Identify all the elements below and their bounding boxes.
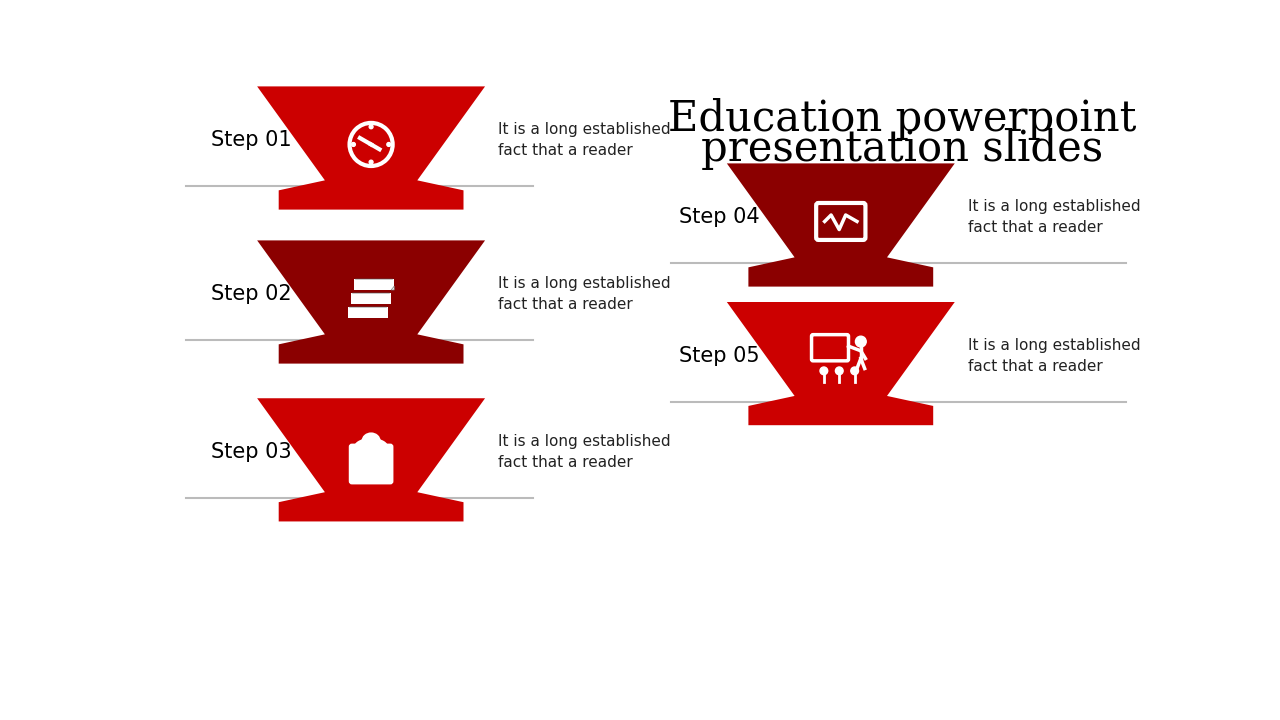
Text: It is a long established
fact that a reader: It is a long established fact that a rea… [968,338,1140,374]
Polygon shape [257,86,485,210]
Text: It is a long established
fact that a reader: It is a long established fact that a rea… [968,199,1140,235]
Polygon shape [257,398,485,521]
Text: It is a long established
fact that a reader: It is a long established fact that a rea… [498,122,671,158]
Circle shape [369,125,372,129]
Circle shape [855,336,867,347]
Polygon shape [257,240,485,364]
Text: Step 02: Step 02 [211,284,292,305]
Circle shape [352,143,356,146]
Polygon shape [727,302,955,426]
Text: Step 03: Step 03 [211,442,292,462]
Polygon shape [355,438,388,446]
Polygon shape [355,279,394,290]
Text: Step 04: Step 04 [678,207,759,228]
Polygon shape [727,163,955,287]
Text: Step 05: Step 05 [678,346,759,366]
Circle shape [369,451,374,458]
Circle shape [836,367,844,374]
Circle shape [387,143,390,146]
Polygon shape [392,286,394,290]
Text: Education powerpoint: Education powerpoint [668,99,1137,140]
Circle shape [369,161,372,164]
Text: It is a long established
fact that a reader: It is a long established fact that a rea… [498,434,671,470]
FancyBboxPatch shape [348,444,393,485]
Circle shape [851,367,859,374]
Polygon shape [351,293,392,304]
Text: presentation slides: presentation slides [701,127,1103,169]
Text: It is a long established
fact that a reader: It is a long established fact that a rea… [498,276,671,312]
Circle shape [820,367,828,374]
Polygon shape [348,307,388,318]
Text: Step 01: Step 01 [211,130,292,150]
